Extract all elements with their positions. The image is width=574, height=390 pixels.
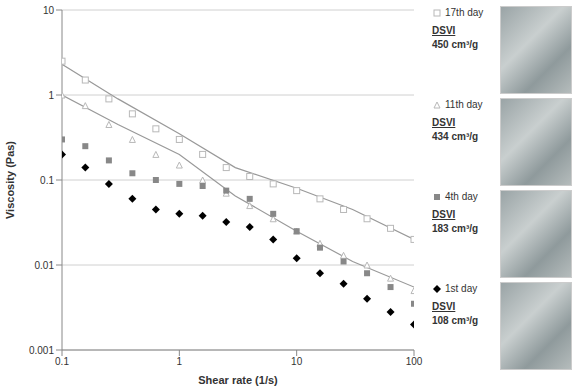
html-text:450 cm³/g: 450 cm³/g xyxy=(432,39,479,50)
html-text:DSVI: DSVI xyxy=(432,25,456,36)
html-text:4th day: 4th day xyxy=(445,191,478,202)
html-text:11th day: 11th day xyxy=(445,99,483,110)
html-text:DSVI: DSVI xyxy=(432,301,456,312)
html-text:183 cm³/g: 183 cm³/g xyxy=(432,223,479,234)
svg-text:1: 1 xyxy=(48,90,54,101)
html-text:1st day: 1st day xyxy=(445,283,478,294)
svg-text:0.1: 0.1 xyxy=(55,356,69,367)
svg-text:0.1: 0.1 xyxy=(40,175,54,186)
svg-text:100: 100 xyxy=(406,356,423,367)
html-text:DSVI: DSVI xyxy=(432,117,456,128)
html-text:DSVI: DSVI xyxy=(432,209,456,220)
svg-text:Shear rate (1/s): Shear rate (1/s) xyxy=(198,374,278,386)
svg-text:1: 1 xyxy=(177,356,183,367)
svg-text:0.01: 0.01 xyxy=(35,260,55,271)
html-text:108 cm³/g: 108 cm³/g xyxy=(432,315,479,326)
svg-text:10: 10 xyxy=(43,5,55,16)
svg-text:Viscosity (Pas): Viscosity (Pas) xyxy=(4,141,16,219)
html-text:434 cm³/g: 434 cm³/g xyxy=(432,131,479,142)
html-text:17th day: 17th day xyxy=(445,7,484,18)
svg-text:0.001: 0.001 xyxy=(29,345,54,356)
svg-text:10: 10 xyxy=(291,356,303,367)
